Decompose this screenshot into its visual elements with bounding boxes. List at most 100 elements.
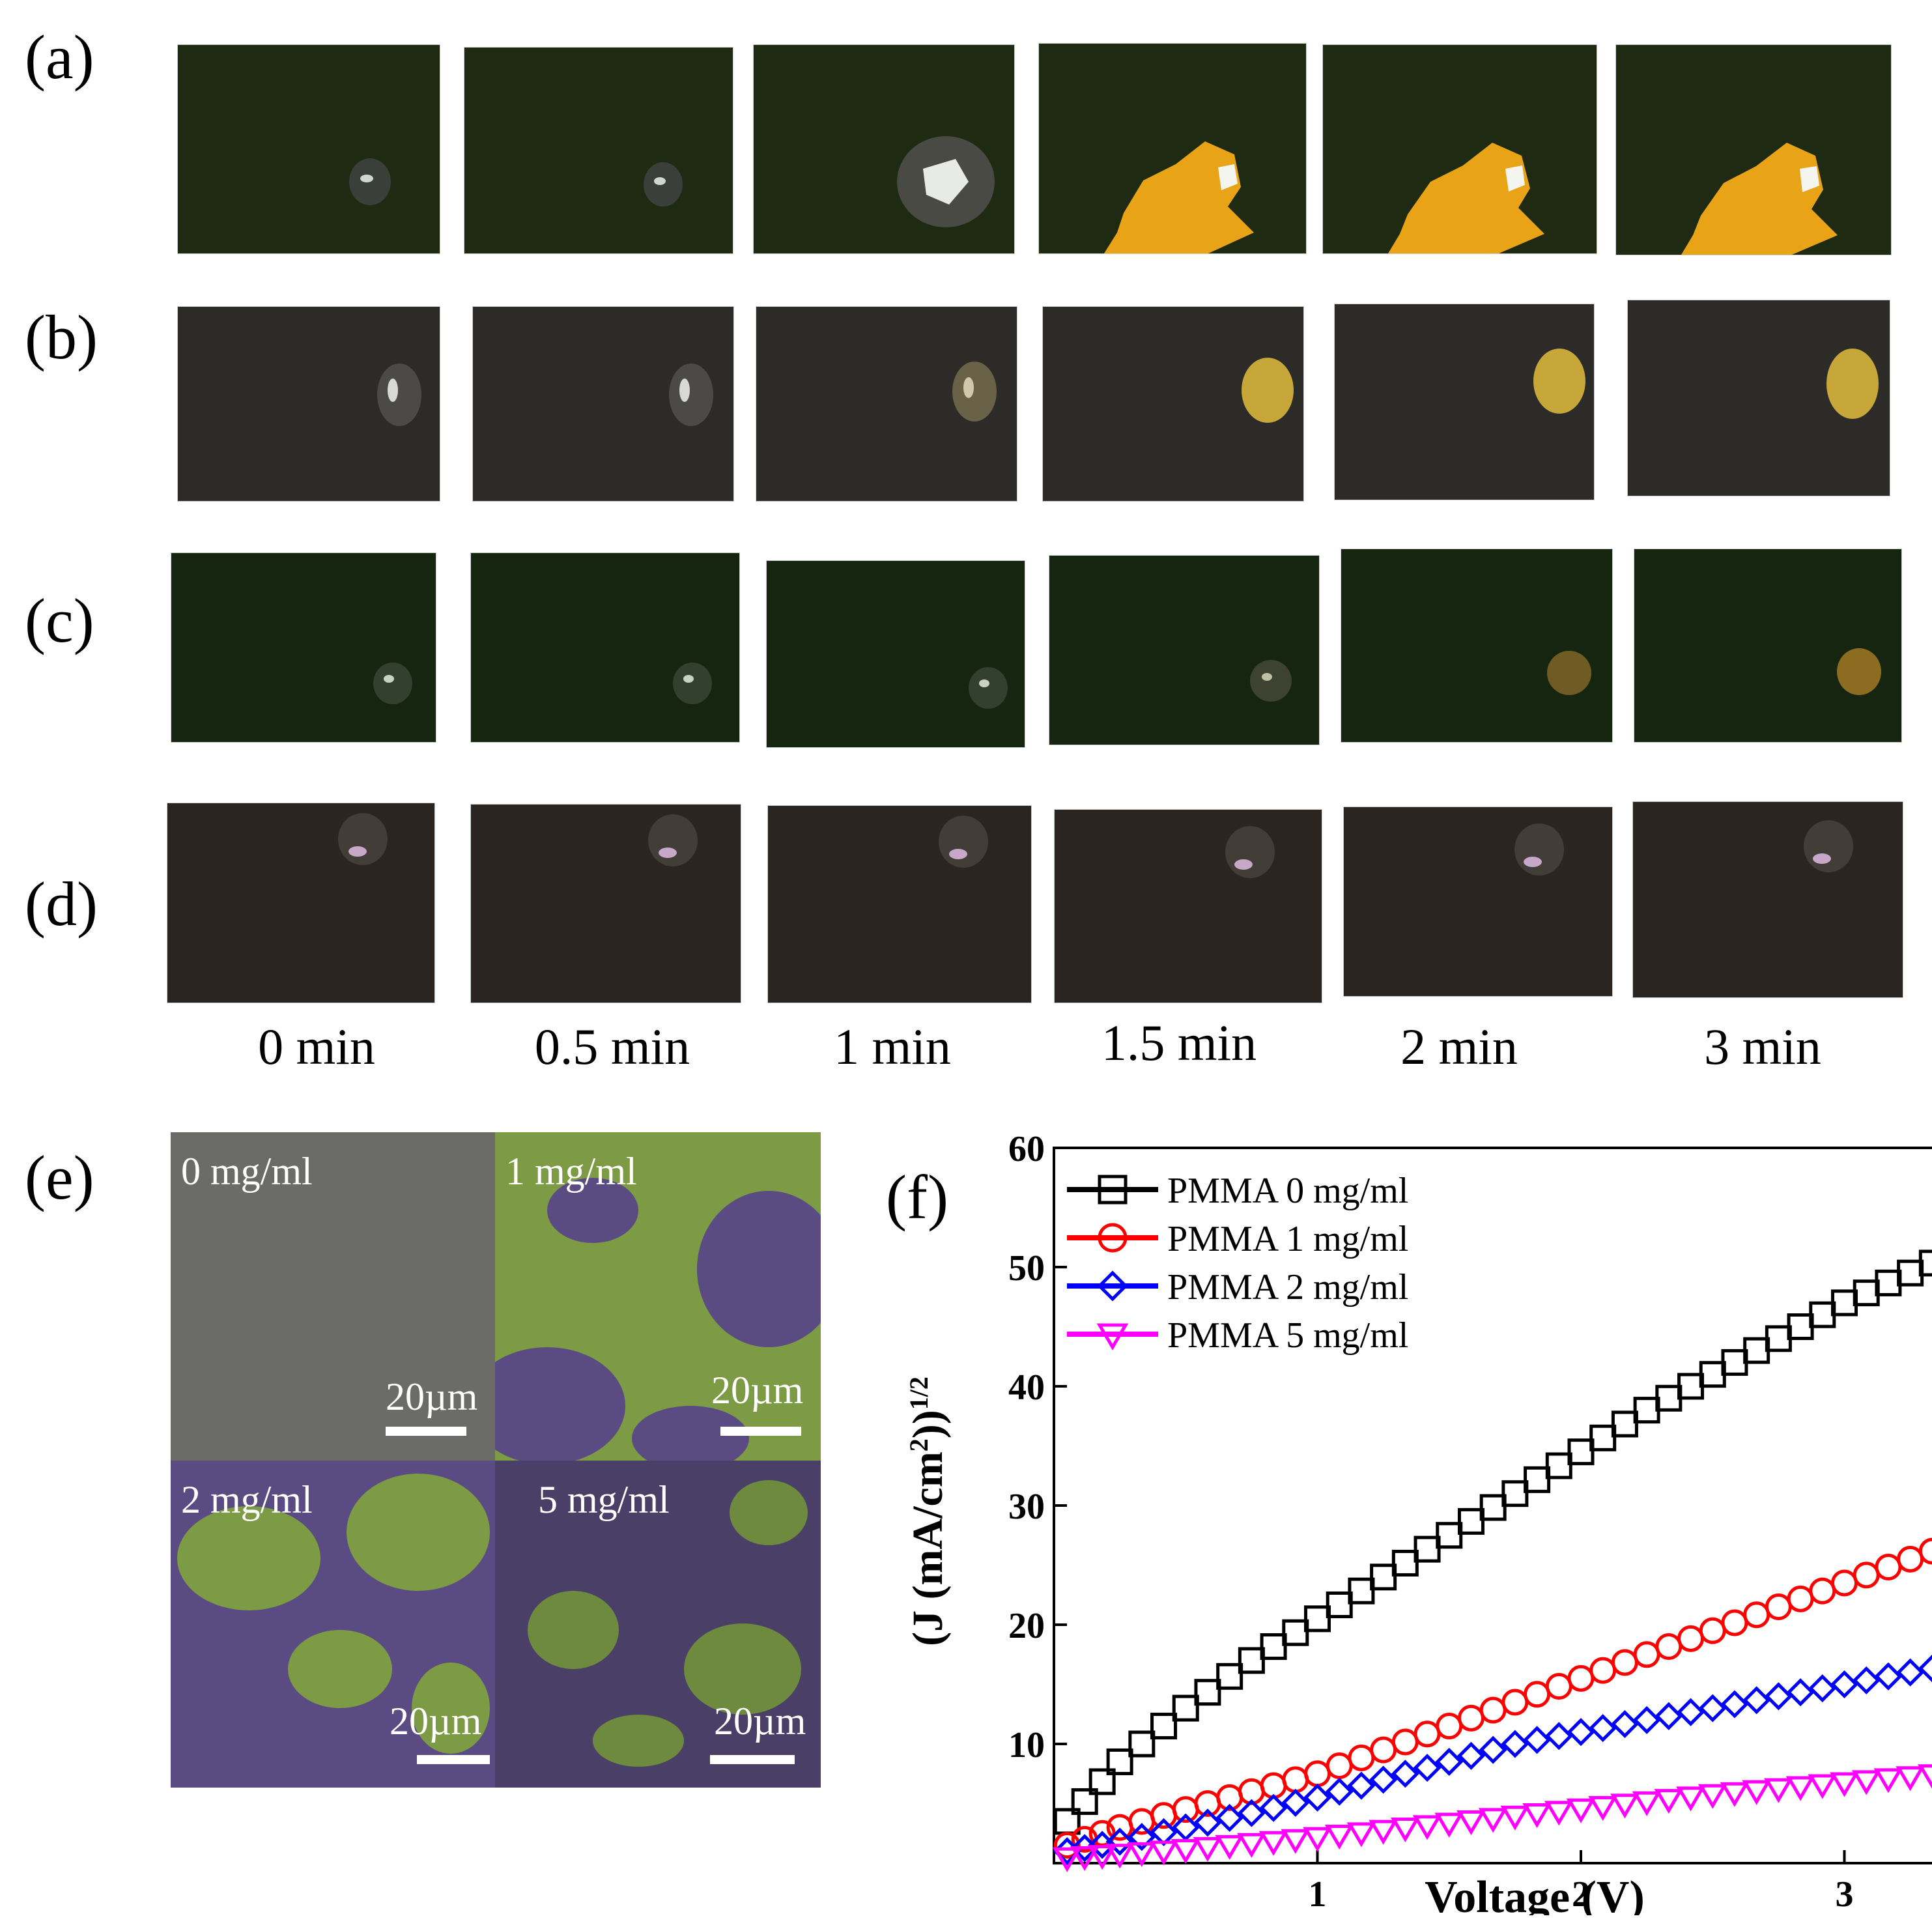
data-point [1457,1704,1485,1732]
data-point [1500,1805,1530,1831]
photo-c-3min [1634,549,1902,743]
data-point [1326,1592,1353,1618]
micrograph-3: 5 mg/ml 20µm [495,1461,821,1788]
micrograph-2: 2 mg/ml 20µm [171,1461,495,1788]
data-point [1325,1777,1354,1806]
data-point [1874,1662,1903,1691]
data-point [1545,1452,1572,1479]
data-point [1172,1694,1199,1722]
data-point [1391,1728,1419,1756]
panel-label-a: (a) [25,22,94,92]
data-point [1809,1577,1836,1605]
panel-label-b: (b) [25,302,98,372]
data-point [1070,1846,1100,1871]
data-point [1435,1747,1464,1776]
photo-b-3min [1627,300,1890,496]
data-point [1742,1686,1771,1715]
photo-c-1min [766,560,1025,748]
data-point [1567,1718,1595,1747]
micrograph-concentration: 2 mg/ml [181,1478,313,1521]
data-point [1699,1617,1726,1644]
data-point [1390,1818,1420,1843]
time-label-1: 0.5 min [534,1018,690,1075]
data-point [1853,1562,1880,1589]
data-point [1303,1827,1332,1852]
data-point [1610,1709,1639,1739]
data-point [1071,1788,1098,1815]
data-point [1589,1657,1617,1684]
photo-a-0min [177,44,440,254]
x-axis-ticks: 1234 [1309,1850,1854,1915]
data-point [1391,1760,1419,1788]
data-point [1370,1736,1397,1763]
x-tick-label: 3 [1836,1874,1854,1915]
photo-c-0-5min [470,552,740,743]
data-point [1698,1694,1727,1722]
data-point [1721,1609,1748,1636]
data-point [1875,1554,1902,1581]
data-point [1632,1791,1662,1816]
photo-b-0-5min [472,306,734,502]
data-point [1260,1772,1287,1799]
data-point [1831,1569,1858,1597]
data-point [1149,1840,1178,1866]
data-point [1632,1706,1661,1734]
data-point [1566,1798,1596,1823]
data-point [1896,1658,1925,1687]
data-point [1655,1384,1683,1412]
data-point [1347,1771,1376,1800]
data-point [1370,1563,1397,1591]
data-point [1918,1654,1932,1683]
data-point [1918,1249,1932,1277]
data-point [1434,1812,1464,1838]
data-point [1699,1361,1726,1388]
data-point [1348,1577,1375,1605]
data-point [1304,1605,1331,1633]
x-tick-label: 1 [1309,1874,1327,1915]
photo-d-0-5min [470,804,741,1003]
legend-label: PMMA 2 mg/ml [1167,1267,1408,1307]
data-point [1105,1827,1134,1856]
data-point [1677,1698,1705,1726]
data-point [1677,1373,1705,1400]
y-axis-title-tail: )) [904,1410,952,1438]
data-point [1326,1752,1353,1780]
data-point [1391,1549,1419,1577]
data-point [1501,1480,1529,1507]
data-point [1052,1847,1082,1872]
data-point [1787,1585,1814,1612]
photo-b-2min [1334,304,1595,500]
data-point [1282,1619,1309,1646]
data-point [1831,1289,1858,1317]
data-point [1215,1834,1245,1860]
data-point [1369,1820,1398,1845]
data-point [1787,1313,1814,1340]
data-point [1436,1522,1463,1549]
data-point [1524,1681,1551,1708]
data-point [1088,1768,1116,1795]
data-point [1808,1674,1837,1703]
data-point [1258,1831,1288,1856]
y-axis-title-exp: 1/2 [904,1377,933,1410]
data-point [1238,1647,1265,1674]
data-point [1501,1730,1529,1758]
data-point [1918,1537,1932,1565]
data-point [1765,1325,1792,1352]
photo-a-0-5min [464,47,733,254]
photo-d-0min [167,803,435,1003]
data-point [1677,1625,1705,1652]
scale-bar [710,1755,795,1764]
panel-label-d: (d) [25,869,98,939]
scale-bar [417,1755,490,1764]
time-label-3: 1.5 min [1101,1014,1257,1071]
scale-bar-label: 20µm [390,1700,482,1743]
micrograph-0: 0 mg/ml 20µm [171,1132,495,1461]
data-point [1676,1786,1705,1812]
data-point [1215,1803,1244,1832]
data-point [1588,1796,1618,1821]
data-point [1346,1822,1376,1848]
time-label-0: 0 min [258,1018,375,1075]
data-point [1150,1818,1178,1846]
photo-a-3min [1615,44,1892,255]
data-point [1193,1836,1223,1862]
